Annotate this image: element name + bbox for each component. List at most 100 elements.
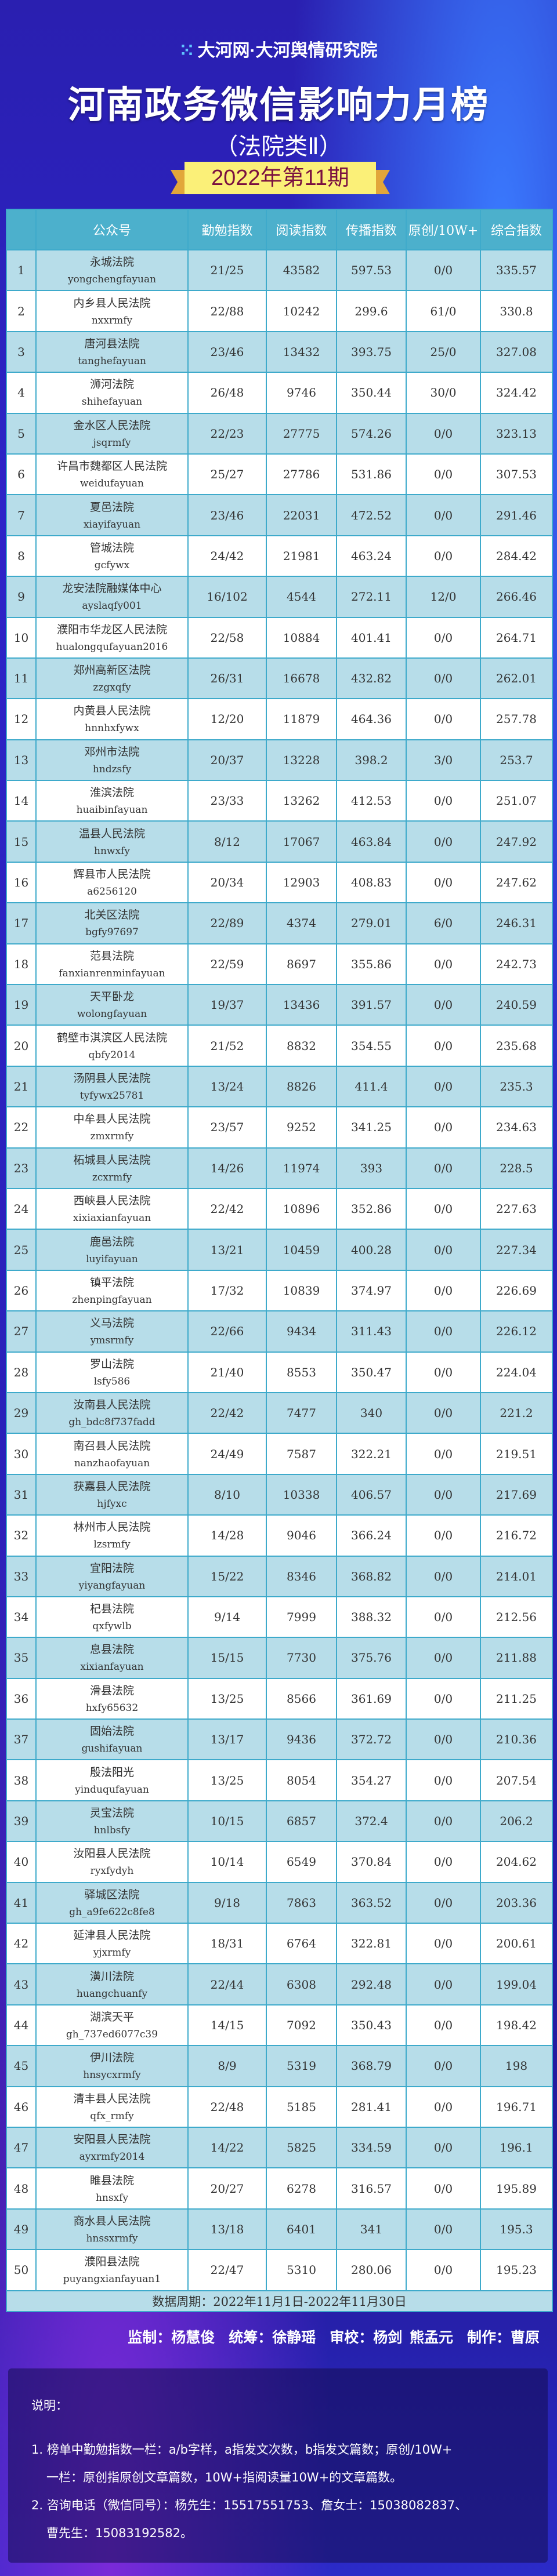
reading-index: 13228 [283, 753, 320, 767]
reading-index: 6857 [287, 1814, 316, 1829]
account-id: qfx_rmfy [90, 2110, 134, 2122]
reading-index: 22031 [283, 508, 320, 522]
account-id: qbfy2014 [88, 1049, 136, 1061]
spread-index: 370.84 [351, 1855, 392, 1869]
credit-supervisor: 监制：杨慧俊 [128, 2329, 215, 2346]
spread-index: 311.43 [351, 1324, 392, 1339]
account-id: tyfywx25781 [79, 1090, 144, 1102]
account-id: xixiaxianfayuan [73, 1212, 151, 1225]
account-name: 西峡县人民法院 [73, 1194, 151, 1208]
diligence-index: 21/40 [210, 1365, 244, 1379]
spread-index: 393 [360, 1161, 383, 1175]
table-row: 30 南召县人民法院 nanzhaofayuan 24/49 7587 322.21 0/0… [6, 1433, 553, 1475]
reading-index: 11974 [283, 1161, 320, 1175]
rank: 8 [17, 548, 25, 563]
diligence-index: 14/22 [210, 2141, 244, 2155]
overall-index: 196.1 [500, 2141, 533, 2155]
spread-index: 334.59 [351, 2141, 392, 2155]
reading-index: 10884 [283, 630, 320, 645]
diligence-index: 22/66 [210, 1324, 244, 1339]
overall-index: 330.8 [500, 304, 533, 318]
credits: 监制：杨慧俊 统筹：徐静瑶 审校：杨剑 熊孟元 制作：曹原 [114, 2326, 540, 2347]
reading-index: 7863 [287, 1895, 316, 1910]
diligence-index: 14/26 [210, 1161, 244, 1175]
original-10w: 0/0 [433, 834, 453, 849]
table-row: 10 濮阳市华龙区人民法院 hualongqufayuan2016 22/58 1088… [6, 616, 553, 659]
account-id: hndzsfy [92, 763, 132, 775]
account-name: 杞县法院 [89, 1603, 134, 1616]
account-id: gh_737ed6077c39 [66, 2028, 158, 2040]
spread-index: 372.72 [351, 1732, 392, 1747]
table-row: 11 郑州高新区法院 zzgxqfy 26/31 16678 432.82 0/0 262.0… [6, 657, 553, 700]
table-row: 48 睢县法院 hnsxfy 20/27 6278 316.57 0/0 195.89 [6, 2167, 553, 2210]
account-id: hnssxrmfy [86, 2232, 138, 2244]
rank: 30 [13, 1447, 29, 1461]
rank: 6 [17, 467, 25, 482]
overall-index: 226.12 [496, 1324, 537, 1339]
account-name: 辉县市人民法院 [73, 868, 151, 881]
account-name: 中牟县人民法院 [73, 1113, 151, 1126]
original-10w: 0/0 [433, 1691, 453, 1706]
rank: 45 [13, 2059, 29, 2073]
diligence-index: 12/20 [210, 712, 244, 726]
overall-index: 324.42 [496, 386, 537, 400]
column-header: 公众号 [35, 209, 189, 250]
diligence-index: 22/42 [210, 1202, 244, 1216]
spread-index: 350.47 [351, 1365, 392, 1379]
table-row: 36 滑县法院 hxfy65632 13/25 8566 361.69 0/0 211.25 [6, 1677, 553, 1720]
spread-index: 372.4 [355, 1814, 388, 1829]
table-row: 45 伊川法院 hnsycxrmfy 8/9 5319 368.79 0/0 198 [6, 2045, 553, 2087]
overall-index: 219.51 [496, 1447, 537, 1461]
table-row: 3 唐河县法院 tanghefayuan 23/46 13432 393.75 25/0 32… [6, 330, 553, 373]
reading-index: 8826 [287, 1080, 316, 1093]
rank: 31 [13, 1487, 29, 1502]
reading-index: 13432 [283, 344, 320, 359]
table-row: 37 固始法院 gushifayuan 13/17 9436 372.72 0/0 210.3… [6, 1718, 553, 1761]
table-row: 27 义马法院 ymsrmfy 22/66 9434 311.43 0/0 226.12 [6, 1310, 553, 1353]
reading-index: 10459 [283, 1242, 320, 1257]
overall-index: 212.56 [496, 1610, 537, 1625]
account-id: ayxrmfy2014 [79, 2151, 145, 2163]
spread-index: 354.55 [351, 1038, 392, 1053]
rank: 23 [13, 1161, 29, 1175]
diligence-index: 20/34 [210, 875, 244, 890]
account-name: 林州市人民法院 [73, 1521, 151, 1534]
overall-index: 210.36 [496, 1732, 537, 1747]
account-id: tanghefayuan [78, 355, 146, 367]
reading-index: 6764 [287, 1936, 316, 1951]
original-10w: 0/0 [433, 2018, 453, 2032]
table-row: 40 汝阳县人民法院 ryxfydyh 10/14 6549 370.84 0/0 204.6… [6, 1841, 553, 1883]
diligence-index: 26/48 [210, 386, 244, 400]
rank: 3 [17, 344, 25, 359]
column-header: 阅读指数 [266, 209, 337, 250]
overall-index: 291.46 [496, 508, 537, 522]
reading-index: 5185 [287, 2099, 316, 2114]
credit-producer: 制作：曹原 [466, 2329, 540, 2346]
overall-index: 228.5 [500, 1161, 533, 1175]
overall-index: 199.04 [496, 1977, 537, 1992]
account-id: zzgxqfy [93, 682, 131, 694]
rank: 20 [13, 1038, 29, 1053]
account-name: 夏邑法院 [89, 500, 134, 514]
spread-index: 352.86 [351, 1202, 392, 1216]
original-10w: 0/0 [433, 671, 453, 686]
spread-index: 281.41 [351, 2099, 392, 2114]
reading-index: 43582 [283, 263, 320, 278]
account-id: yinduqufayuan [75, 1783, 149, 1796]
reading-index: 9252 [287, 1120, 316, 1135]
diligence-index: 10/15 [210, 1814, 244, 1829]
overall-index: 257.78 [496, 712, 537, 726]
account-name: 许昌市魏都区人民法院 [56, 460, 167, 473]
diligence-index: 22/88 [210, 304, 244, 318]
original-10w: 0/0 [433, 1283, 453, 1298]
original-10w: 0/0 [433, 263, 453, 278]
reading-index: 10338 [283, 1487, 320, 1502]
diligence-index: 22/58 [210, 630, 244, 645]
spread-index: 361.69 [351, 1691, 392, 1706]
spread-index: 408.83 [351, 875, 392, 890]
account-id: bgfy97697 [85, 927, 139, 939]
account-name: 罗山法院 [89, 1357, 134, 1371]
rank: 32 [13, 1528, 29, 1543]
account-name: 灵宝法院 [89, 1807, 134, 1820]
rank: 28 [13, 1365, 29, 1379]
